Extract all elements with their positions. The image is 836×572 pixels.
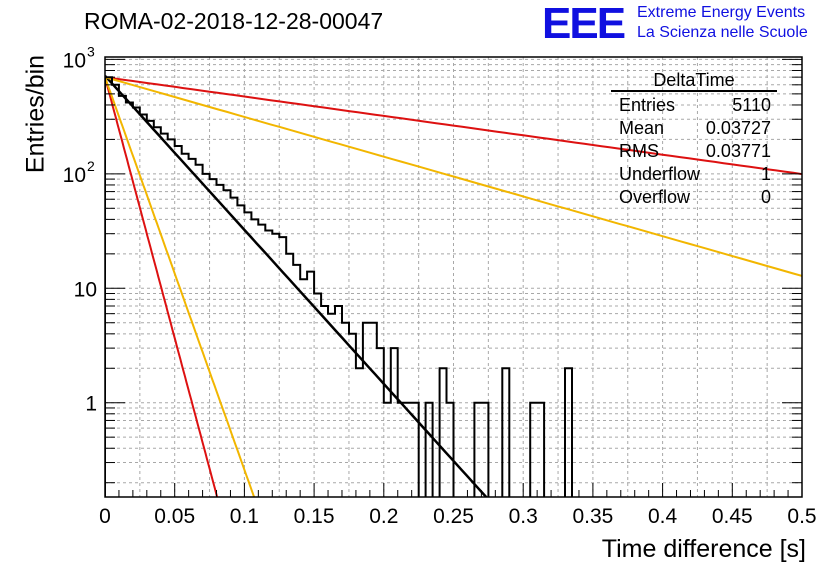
stats-label: Mean (619, 118, 665, 138)
x-tick-label: 0.5 (787, 505, 816, 528)
run-title: ROMA-02-2018-12-28-00047 (84, 8, 384, 34)
stats-label: Underflow (619, 164, 701, 184)
histogram-steps (105, 76, 573, 497)
x-tick-label: 0.35 (572, 505, 613, 528)
y-tick-label: 10 (63, 164, 86, 187)
y-tick-exponent: 2 (87, 158, 95, 174)
eee-logo: EEE (542, 0, 626, 48)
stats-value: 5110 (732, 95, 771, 115)
logo-line-1: Extreme Energy Events (637, 4, 806, 21)
stats-label: RMS (619, 141, 659, 161)
axis-ticks: 0 0.05 0.1 0.15 0.2 0.25 0.3 0.35 0.4 0.45 0.51101… (63, 43, 817, 528)
data-layer (105, 74, 802, 497)
y-tick-exponent: 3 (87, 43, 95, 59)
x-tick-label: 0.2 (369, 505, 398, 528)
fit-line (105, 76, 256, 497)
stats-value: 0.03727 (705, 118, 771, 138)
x-tick-label: 0 (99, 505, 111, 528)
fit-line (105, 76, 802, 176)
stats-label: Entries (619, 95, 676, 115)
x-tick-label: 0.45 (712, 505, 753, 528)
stats-row-mean: Mean 0.03727 (611, 117, 777, 140)
x-tick-label: 0.05 (154, 505, 195, 528)
fit-line (105, 74, 488, 497)
x-tick-label: 0.4 (648, 505, 678, 528)
stats-row-rms: RMS 0.03771 (611, 140, 777, 163)
y-tick-label: 1 (85, 393, 97, 416)
stats-row-underflow: Underflow 1 (611, 163, 777, 186)
y-tick-label: 10 (74, 278, 97, 301)
x-tick-label: 0.25 (433, 505, 474, 528)
fit-line (105, 76, 219, 497)
stats-title: DeltaTime (611, 70, 777, 92)
stats-value: 0.03771 (705, 141, 771, 161)
stats-label: Overflow (619, 187, 691, 207)
x-tick-label: 0.1 (230, 505, 259, 528)
logo-line-2: La Scienza nelle Scuole (637, 24, 808, 41)
fit-line (105, 76, 802, 277)
stats-row-entries: Entries 5110 (611, 94, 777, 117)
y-axis-label: Entries/bin (21, 54, 50, 174)
stats-row-overflow: Overflow 0 (611, 186, 777, 209)
stats-value: 1 (760, 164, 771, 184)
x-axis-label: Time difference [s] (601, 535, 806, 563)
stats-box: DeltaTime Entries 5110 Mean 0.03727 RMS … (611, 70, 777, 209)
x-tick-label: 0.15 (294, 505, 335, 528)
x-tick-label: 0.3 (509, 505, 538, 528)
y-tick-label: 10 (63, 49, 86, 72)
stats-value: 0 (760, 187, 771, 207)
